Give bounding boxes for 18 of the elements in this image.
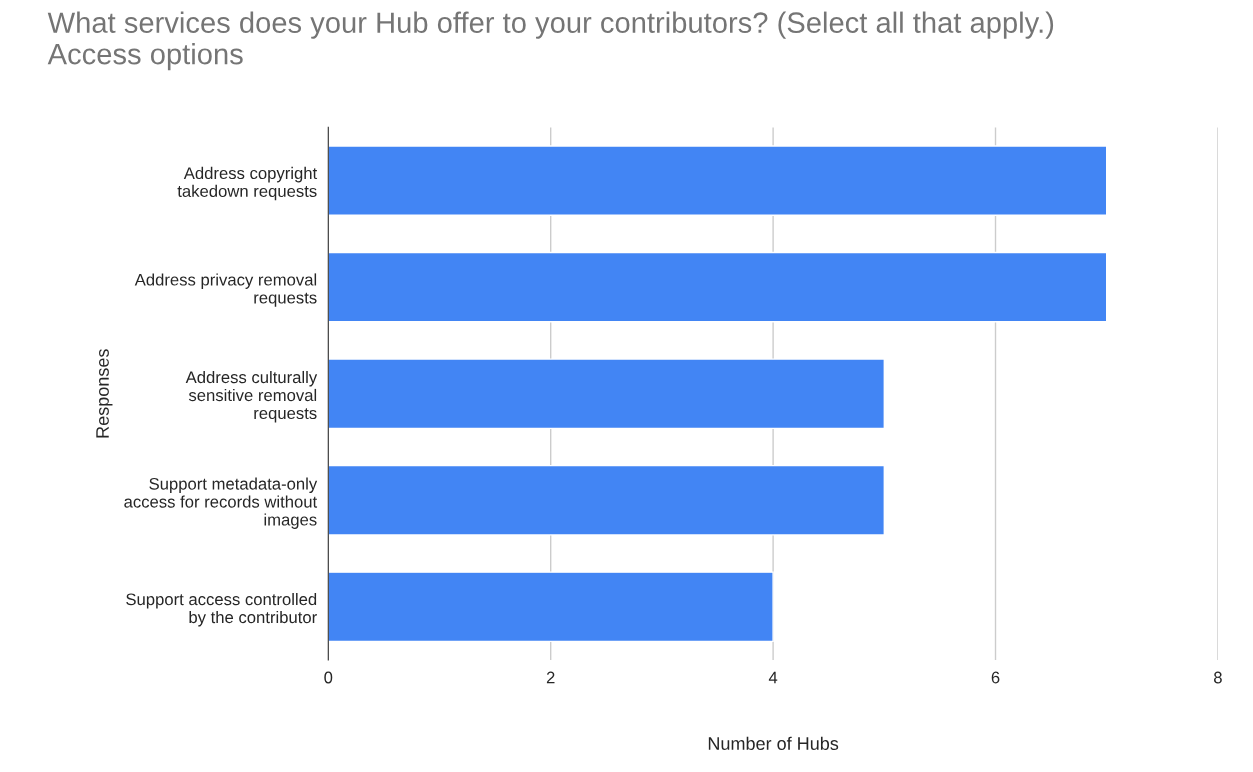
bar [328,145,1108,216]
chart-title: What services does your Hub offer to your contributors? (Select all that apply.) Access options [47,11,1054,71]
x-tick-label: 8 [1214,671,1222,684]
y-tick-label: Address culturally sensitive removal requests [185,370,318,423]
x-axis-title: Number of Hubs [708,736,839,750]
y-tick-label: Support access controlled by the contributor [126,592,317,627]
bar [328,464,885,536]
bar [328,251,1108,323]
y-axis-title: Responses [96,349,113,438]
y-tick-label: Support metadata-only access for records without images [124,477,318,529]
x-tick-label: 2 [546,671,555,684]
bar [328,571,774,643]
x-tick-label: 6 [991,671,1000,684]
y-tick-label: Address privacy removal requests [134,273,317,307]
x-tick-label: 4 [768,671,778,684]
y-tick-label: Address copyright takedown requests [177,166,318,201]
bar [328,358,885,430]
x-tick-label: 0 [324,671,333,684]
